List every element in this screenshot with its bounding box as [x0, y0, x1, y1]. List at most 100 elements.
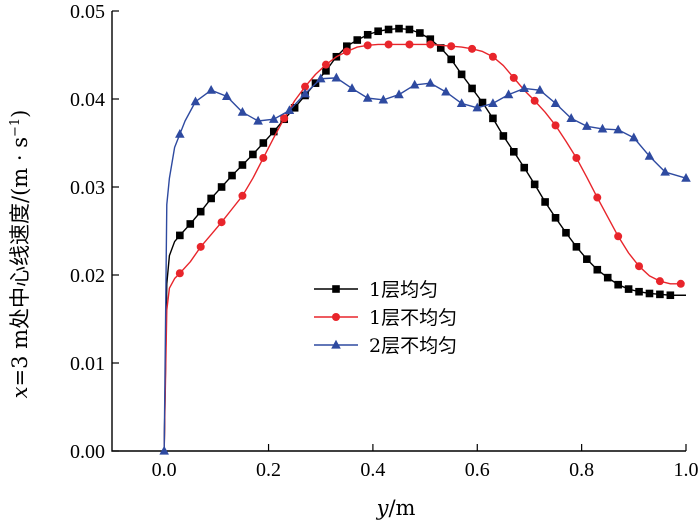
data-point	[268, 114, 279, 123]
data-point	[541, 198, 549, 206]
data-point	[614, 280, 622, 289]
data-point	[603, 273, 612, 282]
data-point	[342, 47, 351, 56]
series-2-nonuniform	[159, 72, 691, 455]
data-point	[456, 98, 467, 107]
series-1-uniform	[163, 24, 686, 452]
data-point	[321, 60, 330, 69]
data-point	[405, 25, 414, 34]
data-point	[447, 55, 455, 64]
data-point	[629, 132, 639, 142]
data-point	[489, 114, 497, 123]
data-point	[175, 129, 185, 138]
data-point	[196, 207, 205, 216]
data-point	[488, 98, 498, 107]
legend-item: 1层不均匀	[314, 307, 457, 329]
data-point	[535, 85, 545, 94]
data-point	[300, 88, 310, 98]
data-point	[530, 96, 539, 105]
data-point	[614, 232, 623, 241]
x-tick-label: 1.0	[674, 459, 699, 481]
data-point	[488, 52, 497, 61]
data-point	[572, 153, 581, 162]
y-axis-label-suffix: )	[8, 110, 32, 118]
data-point	[347, 83, 357, 93]
data-point	[228, 171, 236, 180]
data-point	[551, 121, 560, 130]
data-point	[447, 42, 456, 51]
series-line	[163, 27, 686, 452]
legend-item: 1层均匀	[314, 279, 438, 301]
y-tick-label: 0.03	[70, 177, 105, 199]
data-point	[562, 228, 570, 237]
data-point	[644, 151, 655, 160]
data-point	[457, 70, 466, 79]
data-point	[436, 44, 445, 52]
y-tick-label: 0.01	[70, 353, 105, 375]
data-point	[405, 40, 414, 49]
y-tick-label: 0.05	[70, 1, 105, 23]
data-point	[384, 40, 393, 49]
x-tick-label: 0.6	[465, 459, 490, 481]
x-tick-label: 0.4	[360, 459, 385, 481]
data-point	[478, 98, 487, 107]
data-point	[238, 191, 247, 200]
data-point	[593, 193, 602, 202]
y-axis-title: x=3 m处中心线速度/(m · s−1)	[8, 110, 32, 399]
legend-marker	[331, 339, 341, 349]
data-point	[426, 35, 435, 43]
data-point	[656, 290, 664, 299]
legend-marker	[332, 285, 340, 293]
y-tick-label: 0.00	[70, 441, 105, 463]
y-tick-label: 0.02	[70, 265, 105, 287]
data-point	[472, 102, 483, 112]
legend-label: 1层不均匀	[369, 307, 457, 329]
y-axis-label-sup: −1	[8, 118, 23, 137]
data-point	[550, 98, 561, 107]
data-point	[176, 231, 184, 240]
data-point	[378, 94, 389, 104]
data-point	[363, 41, 372, 50]
series-layer	[159, 24, 691, 455]
data-point	[655, 277, 664, 286]
data-point	[572, 243, 581, 251]
data-point	[468, 84, 476, 93]
data-point	[259, 153, 268, 162]
data-point	[510, 148, 518, 156]
x-tick-label: 0.8	[569, 459, 594, 481]
data-point	[237, 107, 248, 116]
data-point	[613, 124, 623, 134]
data-point	[249, 150, 257, 159]
data-point	[597, 123, 608, 133]
data-point	[660, 166, 670, 176]
data-point	[253, 115, 263, 125]
series-line	[163, 43, 681, 452]
legend: 1层均匀 1层不均匀 2层不均匀	[314, 279, 457, 357]
legend-marker	[332, 313, 340, 321]
data-point	[530, 180, 539, 189]
data-point	[331, 72, 342, 82]
data-point	[238, 161, 247, 169]
data-point	[159, 445, 169, 455]
data-point	[666, 291, 675, 300]
data-point	[175, 269, 184, 278]
data-point	[363, 30, 372, 39]
data-point	[217, 218, 226, 227]
y-axis-var: x	[8, 386, 32, 398]
data-point	[315, 73, 326, 83]
data-point	[222, 91, 232, 100]
data-point	[635, 262, 644, 271]
x-axis-var: y	[376, 496, 390, 520]
data-point	[426, 40, 435, 49]
data-point	[207, 194, 215, 203]
x-tick-label: 0.2	[256, 459, 281, 481]
data-point	[322, 67, 330, 75]
data-point	[395, 24, 403, 33]
y-axis-label-text: =3 m处中心线速度/(m · s	[8, 137, 32, 387]
x-tick-label: 0.0	[152, 459, 177, 481]
data-point	[280, 114, 289, 123]
data-point	[519, 83, 530, 93]
data-point	[645, 289, 654, 298]
data-point	[509, 73, 518, 82]
